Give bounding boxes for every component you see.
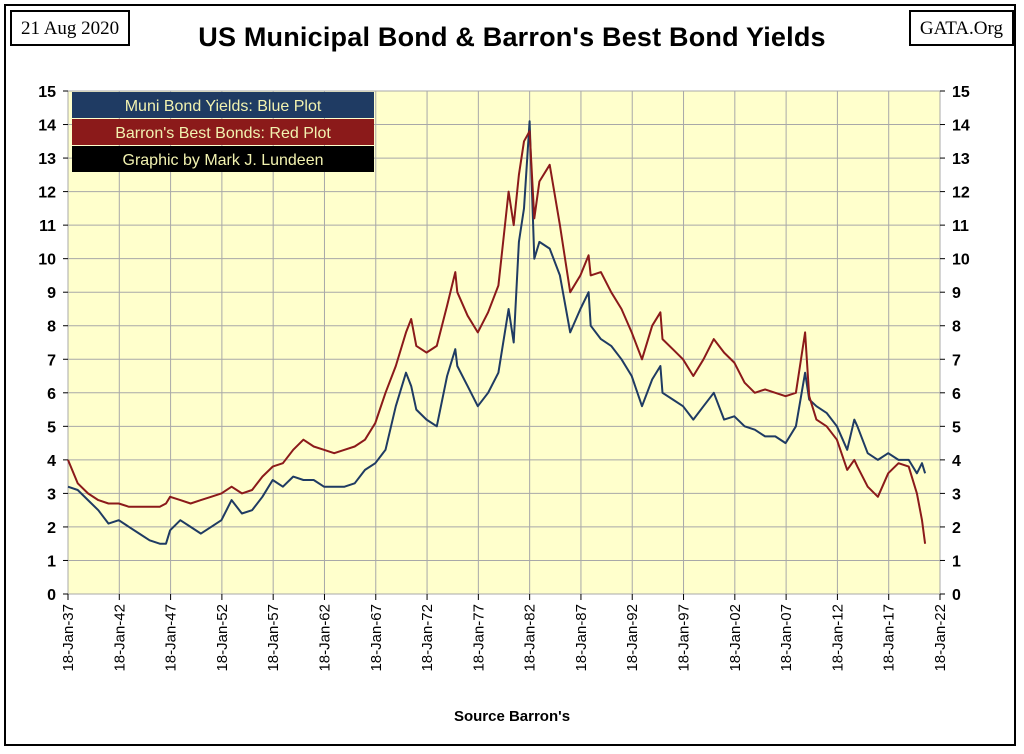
x-tick-label: 18-Jan-87 [573,604,590,672]
site-label: GATA.Org [908,10,1014,46]
x-tick-label: 18-Jan-82 [522,604,539,672]
x-tick-label: 18-Jan-12 [829,604,846,672]
x-tick-label: 18-Jan-77 [470,604,487,672]
x-tick-label: 18-Jan-62 [316,604,333,672]
y-tick-label: 6 [952,386,961,403]
y-tick-label: 1 [47,553,56,570]
x-tick-label: 18-Jan-72 [419,604,436,672]
y-tick-label: 2 [47,520,56,537]
x-tick-label: 18-Jan-67 [368,604,385,672]
y-tick-label: 11 [39,218,56,235]
x-tick-label: 18-Jan-42 [111,604,128,672]
y-tick-label: 0 [47,587,56,604]
x-tick-label: 18-Jan-57 [265,604,282,672]
y-tick-label: 3 [47,486,56,503]
x-tick-label: 18-Jan-92 [624,604,641,672]
y-tick-label: 5 [47,419,56,436]
y-tick-label: 15 [952,84,970,101]
x-axis-label: Source Barron's [453,708,571,725]
y-tick-label: 4 [952,453,961,470]
x-axis: 18-Jan-37 18-Jan-42 18-Jan-47 18-Jan-52 18-J… [60,594,949,672]
y-tick-label: 8 [47,319,56,336]
y-tick-label: 6 [47,386,56,403]
legend-box [72,92,374,118]
y-tick-label: 4 [47,453,56,470]
y-tick-label: 12 [38,185,56,202]
legend-label: Barron's Best Bonds: Red Plot [115,125,331,142]
y-tick-label: 13 [952,151,970,168]
y-tick-label: 3 [952,486,961,503]
x-tick-label: 18-Jan-17 [881,604,898,672]
x-tick-label: 18-Jan-52 [214,604,231,672]
x-tick-label: 18-Jan-02 [727,604,744,672]
y-tick-label: 8 [952,319,961,336]
y-tick-label: 5 [952,419,961,436]
series-group [67,120,927,545]
x-tick-label: 18-Jan-07 [778,604,795,672]
y-tick-label: 12 [952,185,970,202]
y-tick-label: 14 [38,118,56,135]
date-label: 21 Aug 2020 [10,10,131,46]
y-tick-label: 10 [38,252,56,269]
legend-box [72,119,374,145]
legend-label: Muni Bond Yields: Blue Plot [125,98,322,115]
x-tick-label: 18-Jan-97 [676,604,693,672]
y-tick-label: 9 [47,285,56,302]
y-tick-label: 11 [952,218,969,235]
y-tick-label: 15 [38,84,56,101]
y-tick-label: 7 [952,352,961,369]
y-tick-label: 0 [952,587,961,604]
muni-series-line [67,120,927,545]
chart-title: US Municipal Bond & Barron's Best Bond Y… [198,22,826,52]
y-tick-label: 13 [38,151,56,168]
y-tick-label: 1 [952,553,961,570]
x-tick-label: 18-Jan-22 [932,604,949,672]
legend-label: Graphic by Mark J. Lundeen [123,152,324,169]
y-tick-label: 7 [47,352,56,369]
y-tick-label: 10 [952,252,970,269]
legend-box [72,146,374,172]
x-tick-label: 18-Jan-37 [60,604,77,672]
y-tick-label: 2 [952,520,961,537]
y-tick-label: 9 [952,285,961,302]
x-tick-label: 18-Jan-47 [163,604,180,672]
legend: Muni Bond Yields: Blue Plot Barron's Best… [72,92,374,172]
y-tick-label: 14 [952,118,970,135]
barrons-series-line [67,130,927,544]
